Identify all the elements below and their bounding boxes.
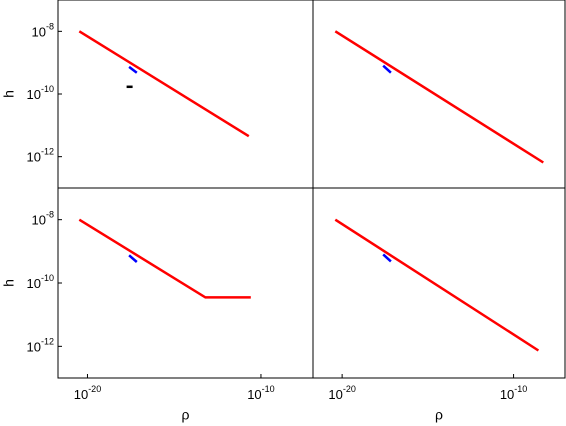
series-line bbox=[334, 218, 540, 352]
y-axis-label: h bbox=[1, 279, 17, 287]
y-tick-label: 10-8 bbox=[32, 22, 54, 40]
axes-frame bbox=[312, 187, 566, 379]
x-tick-label: 10-20 bbox=[328, 384, 355, 402]
series-line bbox=[334, 30, 544, 164]
series-line bbox=[128, 254, 138, 263]
y-tick-label: 10-10 bbox=[27, 84, 54, 102]
axes-frame bbox=[312, 0, 566, 189]
y-tick-label: 10-10 bbox=[27, 273, 54, 291]
y-axis-label: h bbox=[1, 90, 17, 98]
series-line bbox=[78, 218, 251, 299]
x-tick-label: 10-10 bbox=[500, 384, 527, 402]
series-line bbox=[78, 30, 250, 138]
series-line bbox=[382, 64, 392, 74]
y-tick-label: 10-12 bbox=[27, 337, 54, 355]
axes-frame bbox=[57, 0, 314, 189]
y-tick-label: 10-12 bbox=[27, 147, 54, 165]
series-line bbox=[382, 253, 392, 263]
x-tick-label: 10-20 bbox=[74, 384, 101, 402]
x-tick-label: 10-10 bbox=[247, 384, 274, 402]
y-tick-label: 10-8 bbox=[32, 210, 54, 228]
x-axis-label: ρ bbox=[435, 407, 443, 423]
axes-frame bbox=[57, 187, 314, 379]
series-line bbox=[128, 65, 138, 74]
x-axis-label: ρ bbox=[182, 407, 190, 423]
